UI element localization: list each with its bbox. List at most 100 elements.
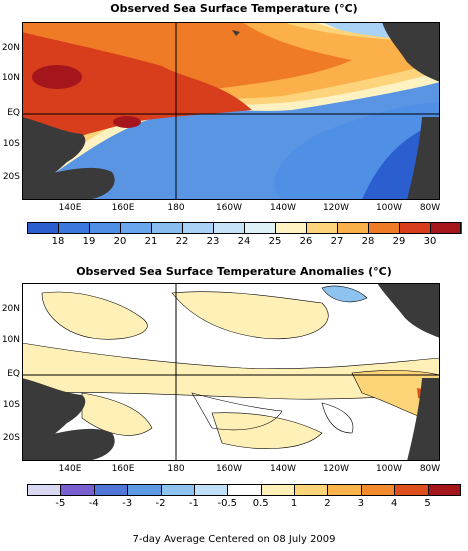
colorbar-frame (27, 222, 461, 234)
colorbar-label: 2 (324, 498, 331, 509)
colorbar-label: 27 (330, 236, 344, 247)
anomaly-map (22, 283, 440, 461)
lon-label: 140E (58, 203, 82, 213)
colorbar-swatch (399, 222, 431, 234)
lon-label: 180 (167, 203, 185, 213)
lon-label: 100W (375, 464, 403, 474)
lon-label: 120W (322, 203, 350, 213)
map-frame (22, 283, 440, 461)
lon-label: 140W (269, 203, 297, 213)
anomaly-title: Observed Sea Surface Temperature Anomali… (76, 265, 392, 278)
colorbar-swatch (244, 222, 276, 234)
sst-hot-spot (113, 116, 141, 128)
anomaly-cool-region (321, 285, 368, 303)
anomaly-warm-region (211, 412, 323, 449)
colorbar-label: 25 (268, 236, 282, 247)
sst-band-30 (22, 32, 252, 147)
lat-label: 20S (2, 172, 20, 182)
lat-label: 20S (2, 433, 20, 443)
colorbar-swatch (120, 222, 152, 234)
colorbar-swatch (327, 484, 362, 496)
anomaly-warm-region (81, 392, 153, 436)
colorbar-swatch (160, 484, 195, 496)
colorbar-label: -0.5 (217, 498, 238, 509)
lat-label: 10S (2, 400, 20, 410)
lon-label: 180 (167, 464, 185, 474)
anomaly-contour (191, 392, 283, 431)
footer-date-caption: 7-day Average Centered on 08 July 2009 (132, 534, 336, 545)
colorbar-swatch (60, 484, 95, 496)
colorbar-swatch (294, 484, 328, 496)
lon-label: 160E (111, 464, 135, 474)
colorbar-swatch (368, 222, 400, 234)
colorbar-label: 5 (424, 498, 431, 509)
colorbar-label: 18 (51, 236, 65, 247)
sst-hot-spot (32, 65, 82, 89)
colorbar-swatch (260, 484, 295, 496)
colorbar-swatch (127, 484, 162, 496)
colorbar-swatch (337, 222, 369, 234)
land-south-america (407, 378, 440, 461)
anomaly-warm-region (22, 342, 440, 400)
sst-title: Observed Sea Surface Temperature (°C) (110, 2, 358, 15)
colorbar-swatch (427, 484, 462, 496)
land-south-america (407, 117, 440, 200)
lon-label: 120W (322, 464, 350, 474)
colorbar-swatch (193, 484, 228, 496)
lon-label: 160E (111, 203, 135, 213)
colorbar-label: 20 (113, 236, 127, 247)
colorbar-swatch (151, 222, 183, 234)
colorbar-label: 23 (206, 236, 220, 247)
anomaly-colorbar (27, 484, 462, 496)
colorbar-label: 3 (357, 498, 365, 509)
colorbar-label: 0.5 (252, 498, 269, 509)
colorbar-swatch (89, 222, 121, 234)
lon-label: 100W (375, 203, 403, 213)
colorbar-swatch (58, 222, 90, 234)
lat-label: 10N (1, 335, 20, 345)
colorbar-label: 26 (299, 236, 313, 247)
colorbar-swatch (27, 222, 59, 234)
anomaly-contour (321, 402, 354, 434)
lat-label: EQ (7, 369, 20, 379)
colorbar-swatch (27, 484, 61, 496)
colorbar-swatch (360, 484, 395, 496)
land-australia (22, 428, 115, 461)
lat-label: 10S (2, 139, 20, 149)
colorbar-label: 19 (82, 236, 96, 247)
land-central-america (377, 283, 440, 338)
lon-label: 80W (419, 464, 441, 474)
colorbar-swatch (227, 484, 262, 496)
lat-label: 20N (1, 304, 20, 314)
lon-label: 140W (269, 464, 297, 474)
lon-label: 160W (215, 203, 243, 213)
colorbar-swatch (430, 222, 462, 234)
colorbar-label: 29 (392, 236, 406, 247)
colorbar-label: 21 (144, 236, 158, 247)
colorbar-frame (27, 484, 461, 496)
colorbar-label: -2 (155, 498, 166, 509)
lon-label: 80W (419, 203, 441, 213)
sst-map (22, 22, 440, 200)
map-frame (22, 22, 440, 200)
lat-label: 20N (1, 43, 20, 53)
colorbar-label: -3 (122, 498, 133, 509)
lat-label: EQ (7, 108, 20, 118)
colorbar-swatch (182, 222, 214, 234)
colorbar-swatch (394, 484, 429, 496)
colorbar-swatch (93, 484, 128, 496)
colorbar-swatch (213, 222, 245, 234)
colorbar-swatch (275, 222, 307, 234)
land-australia (22, 167, 115, 200)
colorbar-label: -5 (55, 498, 66, 509)
sst-colorbar (27, 222, 462, 234)
colorbar-label: -1 (188, 498, 199, 509)
lon-label: 140E (58, 464, 82, 474)
colorbar-label: 1 (290, 498, 298, 509)
colorbar-label: 22 (175, 236, 189, 247)
anomaly-warm-region (41, 291, 148, 340)
colorbar-label: 28 (361, 236, 375, 247)
colorbar-label: 30 (423, 236, 437, 247)
lat-label: 10N (1, 73, 20, 83)
land-hawaii (232, 30, 240, 36)
